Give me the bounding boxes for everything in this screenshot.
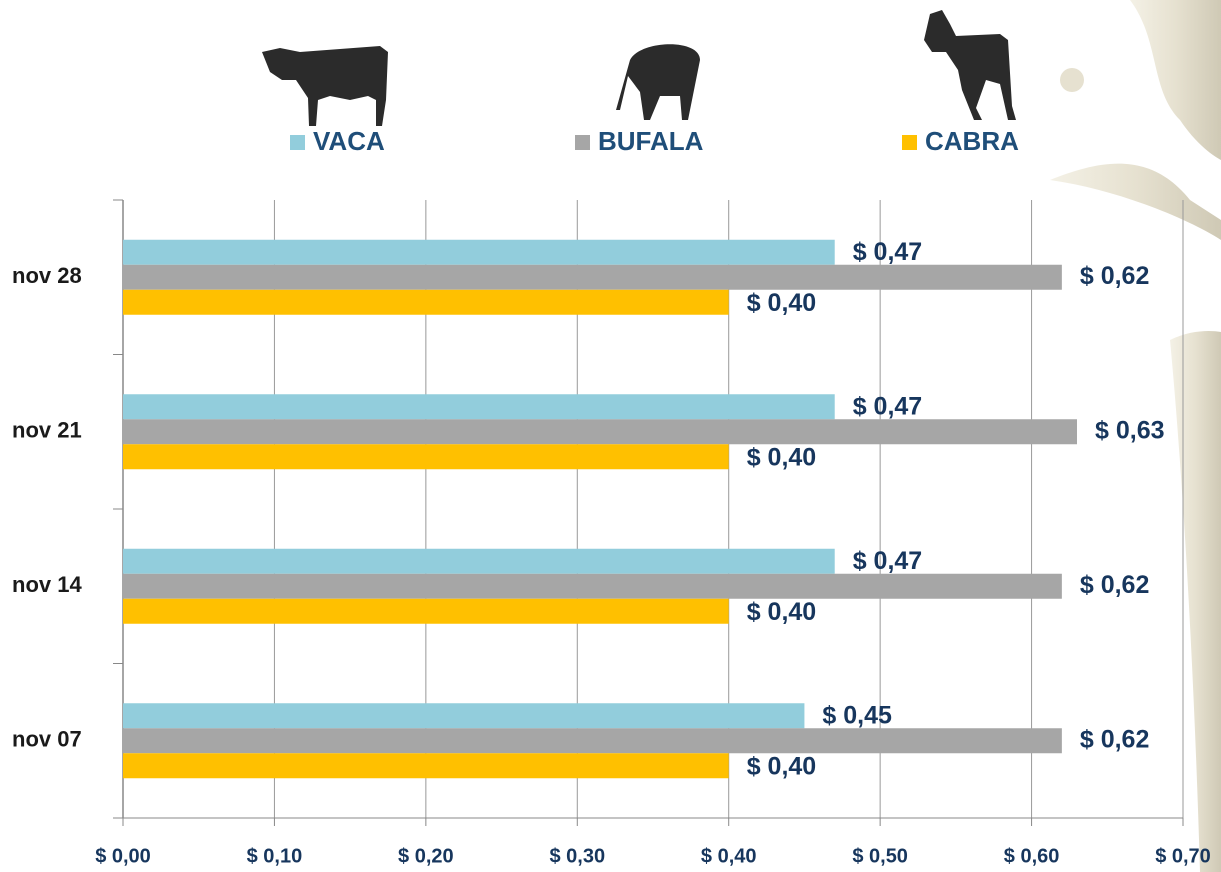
- value-label: $ 0,62: [1080, 262, 1150, 290]
- value-label: $ 0,47: [853, 547, 923, 575]
- bar: [123, 753, 729, 778]
- animal-icons: [262, 10, 1016, 126]
- x-tick-label: $ 0,30: [549, 845, 605, 867]
- x-tick-label: $ 0,70: [1155, 845, 1211, 867]
- x-tick-label: $ 0,00: [95, 845, 151, 867]
- value-label: $ 0,40: [747, 598, 817, 626]
- legend-swatch: [290, 135, 305, 150]
- value-label: $ 0,40: [747, 443, 817, 471]
- bar: [123, 599, 729, 624]
- value-label: $ 0,40: [747, 752, 817, 780]
- bar: [123, 265, 1062, 290]
- bar: [123, 419, 1077, 444]
- x-tick-label: $ 0,60: [1004, 845, 1060, 867]
- chart: VACA BUFALA CABRA $ 0,00 $ 0,10 $ 0,20 $ 0,30…: [0, 0, 1221, 872]
- value-label: $ 0,47: [853, 238, 923, 266]
- value-label: $ 0,62: [1080, 725, 1150, 753]
- bar: [123, 444, 729, 469]
- value-label: $ 0,62: [1080, 571, 1150, 599]
- bar: [123, 728, 1062, 753]
- y-tick-label: nov 21: [12, 418, 82, 443]
- bar: [123, 290, 729, 315]
- value-label: $ 0,40: [747, 289, 817, 317]
- y-tick-label: nov 07: [12, 727, 82, 752]
- legend-swatch: [575, 135, 590, 150]
- value-label: $ 0,47: [853, 392, 923, 420]
- x-tick-label: $ 0,20: [398, 845, 454, 867]
- bar: [123, 394, 835, 419]
- legend-label: BUFALA: [598, 126, 704, 156]
- x-tick-label: $ 0,40: [701, 845, 757, 867]
- bar: [123, 240, 835, 265]
- legend-swatch: [902, 135, 917, 150]
- x-tick-label: $ 0,10: [247, 845, 303, 867]
- x-tick-label: $ 0,50: [852, 845, 908, 867]
- y-tick-label: nov 28: [12, 263, 82, 288]
- bar: [123, 703, 804, 728]
- legend-label: CABRA: [925, 126, 1019, 156]
- bar: [123, 574, 1062, 599]
- bar: [123, 549, 835, 574]
- legend: VACA BUFALA CABRA: [290, 126, 1019, 156]
- value-label: $ 0,63: [1095, 416, 1165, 444]
- value-label: $ 0,45: [822, 701, 892, 729]
- y-tick-label: nov 14: [12, 572, 82, 597]
- legend-label: VACA: [313, 126, 385, 156]
